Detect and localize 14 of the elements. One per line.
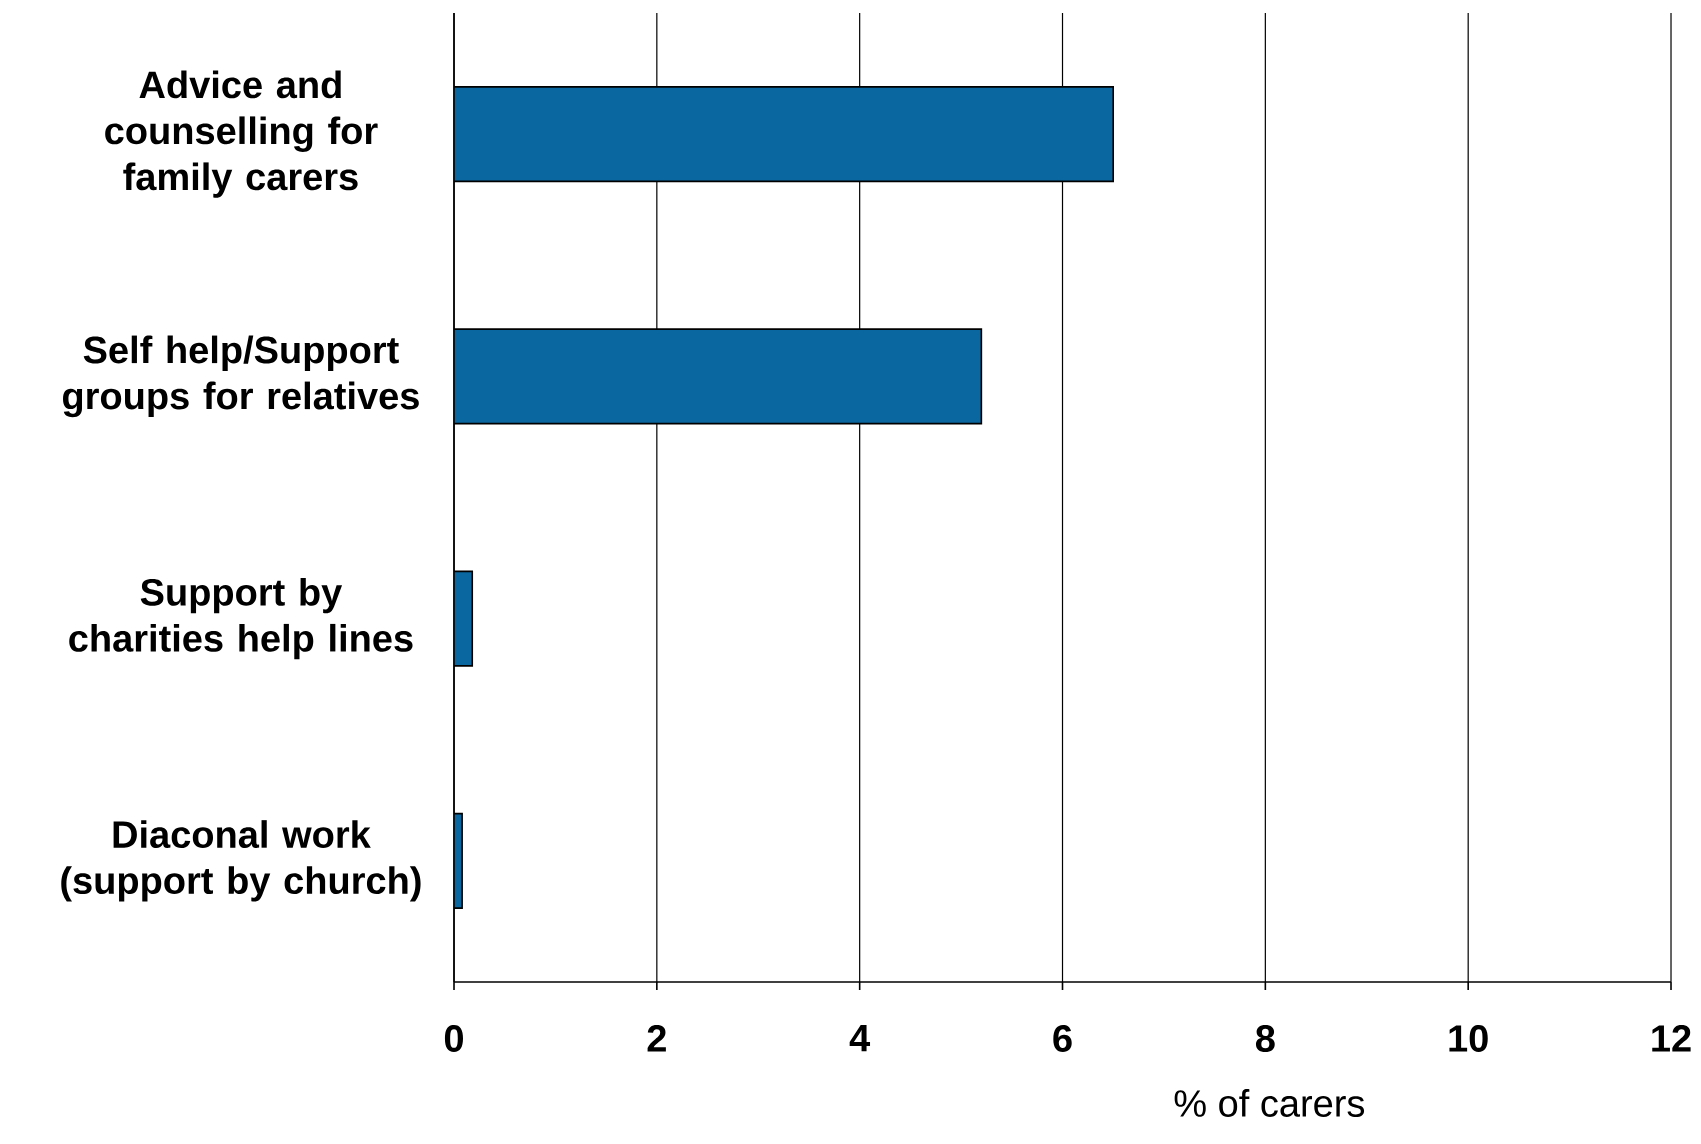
x-tick-label: 0 [444,1025,464,1052]
x-axis-title: % of carers [1174,1089,1365,1117]
x-tick-label: 12 [1652,1025,1691,1052]
bar [454,86,1115,183]
x-tick-label: 2 [647,1025,666,1052]
y-tick-label: Self help/Support groups for relatives [63,335,419,418]
bar [454,328,983,425]
x-tick-label: 4 [849,1025,871,1052]
y-tick-label: Advice and counselling for family carers [105,70,378,198]
y-tick-label: Support by charities help lines [69,577,413,660]
x-tick-label: 8 [1255,1025,1275,1052]
x-tick-label: 10 [1449,1025,1488,1052]
y-tick-label: Diaconal work (support by church) [61,820,421,902]
x-tick-label: 6 [1053,1025,1072,1052]
